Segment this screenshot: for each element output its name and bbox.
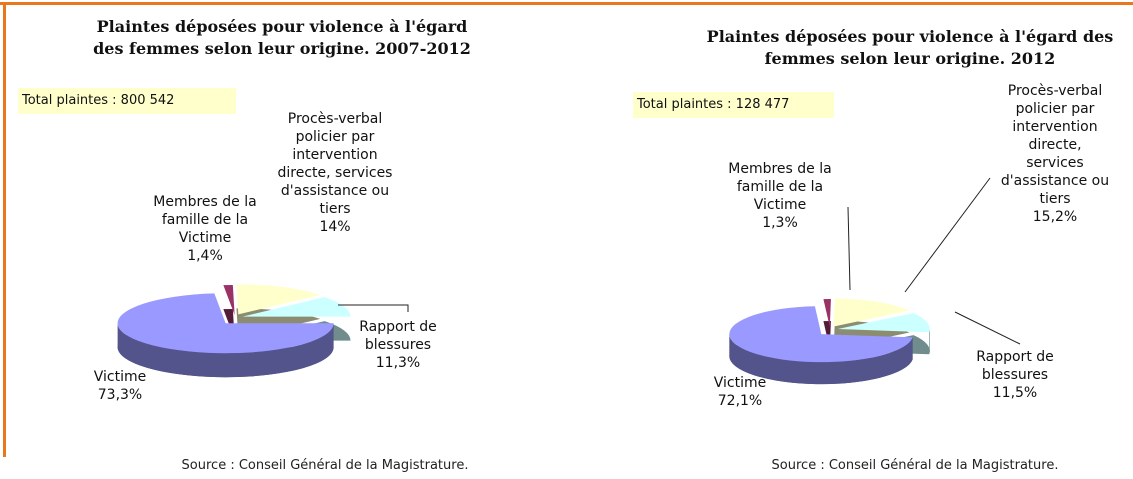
category-label: Rapport de blessures — [359, 319, 437, 353]
value-label: 73,3% — [97, 387, 143, 403]
slice-label: Victime 72,1% — [690, 374, 790, 410]
slice — [823, 299, 831, 328]
leader-line — [847, 206, 851, 291]
value-label: 11,5% — [992, 385, 1038, 401]
category-label: Procès-verbal policier par intervention … — [1000, 83, 1110, 207]
source: Source : Conseil Général de la Magistrat… — [771, 458, 1059, 473]
category-label: Procès-verbal policier par intervention … — [277, 111, 393, 217]
slice-label: Rapport de blessures 11,5% — [960, 348, 1070, 402]
border-left — [3, 2, 6, 457]
slice — [833, 298, 910, 327]
value-label: 14% — [319, 219, 351, 235]
slice-side — [117, 323, 334, 378]
value-label: 11,3% — [375, 355, 421, 371]
slice — [236, 284, 321, 315]
leader-line — [904, 177, 991, 293]
slice-label: Rapport de blessures 11,3% — [348, 318, 448, 372]
slice-label: Membres de la famille de la Victime 1,4% — [150, 193, 260, 265]
leader-line — [954, 311, 1021, 345]
source: Source : Conseil Général de la Magistrat… — [181, 458, 469, 473]
value-label: 1,3% — [762, 215, 798, 231]
chart-title: Plaintes déposées pour violence à l'égar… — [706, 27, 1114, 68]
slice — [223, 285, 235, 316]
leader-line — [338, 304, 409, 312]
value-label: 1,4% — [187, 248, 223, 264]
slice-side — [729, 334, 913, 385]
category-label: Victime — [93, 369, 147, 385]
slice — [117, 293, 334, 354]
value-label: 15,2% — [1032, 209, 1078, 225]
category-label: Membres de la famille de la Victime — [153, 194, 257, 246]
slice — [837, 313, 930, 333]
border-top — [0, 2, 1133, 5]
slice-label: Procès-verbal policier par intervention … — [270, 110, 400, 236]
slice-side — [929, 329, 930, 355]
slice — [242, 297, 351, 317]
category-label: Rapport de blessures — [976, 349, 1054, 383]
value-label: 72,1% — [717, 393, 763, 409]
slice-label: Membres de la famille de la Victime 1,3% — [720, 160, 840, 232]
slice-label: Victime 73,3% — [70, 368, 170, 404]
category-label: Victime — [713, 375, 767, 391]
chart-title: Plaintes déposées pour violence à l'égar… — [93, 17, 471, 58]
slice-label: Procès-verbal policier par intervention … — [1000, 82, 1110, 226]
slice — [729, 306, 913, 363]
category-label: Membres de la famille de la Victime — [728, 161, 832, 213]
total-annotation: Total plaintes : 128 477 — [633, 92, 834, 118]
total-annotation: Total plaintes : 800 542 — [18, 88, 236, 114]
